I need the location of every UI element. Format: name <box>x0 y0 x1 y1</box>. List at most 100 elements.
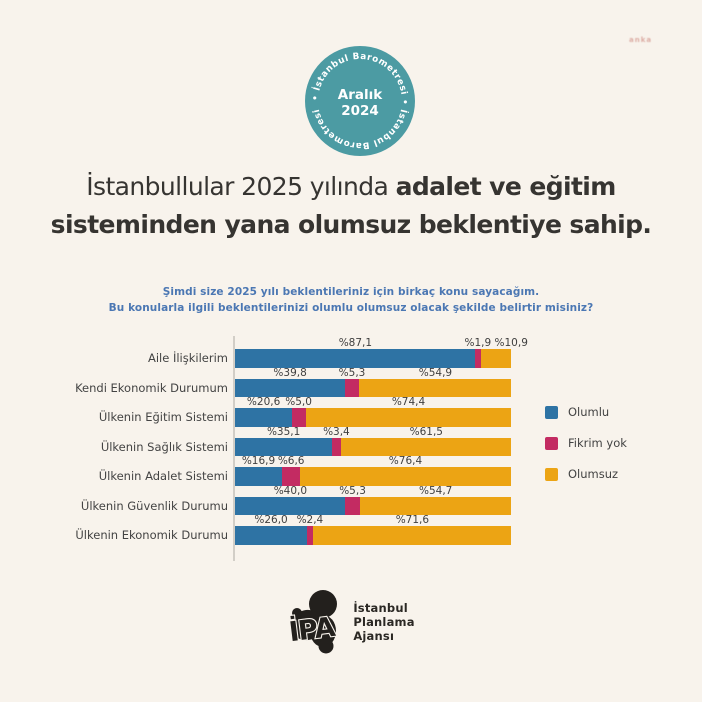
bar-segment-fikrim-yok <box>331 437 342 456</box>
legend-label: Olumlu <box>568 405 610 419</box>
survey-question: Şimdi size 2025 yılı beklentileriniz içi… <box>0 284 702 316</box>
category-label: Ülkenin Eğitim Sistemi <box>98 410 228 424</box>
bar-segment-olumlu <box>235 349 476 368</box>
category-label: Ülkenin Sağlık Sistemi <box>100 439 228 454</box>
headline-bold-text: adalet ve eğitim <box>395 172 617 201</box>
value-label-strip: %26,0 %2,4 %71,6 <box>235 515 511 526</box>
bar-area: %87,1 %1,9 %10,9 <box>235 337 528 368</box>
bar-segment-olumsuz <box>359 378 511 397</box>
badge-center-line1: Aralık <box>338 87 383 103</box>
value-label: %54,9 <box>418 366 453 379</box>
bar-segment-olumlu <box>235 496 346 515</box>
bar-area: %16,9 %6,6 %76,4 <box>235 456 511 486</box>
headline-regular-text: İstanbullular 2025 yılında <box>86 172 389 201</box>
value-label: %76,4 <box>388 455 423 467</box>
stacked-bar <box>235 408 511 427</box>
stacked-bar <box>235 467 511 486</box>
bar-segment-olumsuz <box>299 467 511 486</box>
org-name-line1: İstanbul <box>353 601 408 615</box>
chart-legend: Olumlu Fikrim yok Olumsuz <box>545 405 627 498</box>
legend-label: Fikrim yok <box>568 436 627 450</box>
category-label: Aile İlişkilerim <box>147 351 228 365</box>
org-name-line3: Ajansı <box>353 629 395 643</box>
value-label: %54,7 <box>419 484 453 497</box>
value-label-strip: %87,1 %1,9 %10,9 <box>235 337 528 349</box>
bar-segment-olumsuz <box>480 349 511 368</box>
stacked-bar <box>235 378 511 397</box>
headline-line1: İstanbullular 2025 yılında adalet ve eği… <box>30 168 672 206</box>
bar-area: %20,6 %5,0 %74,4 <box>235 397 511 427</box>
category-label: Ülkenin Güvenlik Durumu <box>80 498 228 513</box>
value-label: %6,6 <box>277 455 305 467</box>
stacked-bar <box>235 437 511 456</box>
value-label: %5,3 <box>338 366 366 379</box>
value-label: %74,4 <box>391 396 426 408</box>
bar-segment-olumlu <box>235 467 282 486</box>
headline-line2: sisteminden yana olumsuz beklentiye sahi… <box>50 210 652 239</box>
bar-segment-fikrim-yok <box>291 408 306 427</box>
value-label: %40,0 <box>273 484 308 497</box>
legend-swatch <box>545 467 558 481</box>
chart-row: Kendi Ekonomik Durumum %39,8 %5,3 %54,9 <box>25 366 585 397</box>
survey-question-line2: Bu konularla ilgili beklentilerinizi olu… <box>108 302 594 314</box>
value-label-strip: %16,9 %6,6 %76,4 <box>235 456 511 467</box>
bar-segment-olumlu <box>235 408 292 427</box>
badge-circle <box>305 46 415 156</box>
bar-segment-olumsuz <box>360 496 511 515</box>
ipa-logo-icon: İPA <box>287 590 339 654</box>
footer-logo: İPA İstanbul Planlama Ajansı <box>0 589 702 655</box>
chart-row: Aile İlişkilerim %87,1 %1,9 %10,9 <box>25 338 585 368</box>
bar-segment-olumlu <box>235 526 307 545</box>
bar-area: %26,0 %2,4 %71,6 <box>235 515 511 545</box>
chart-row: Ülkenin Ekonomik Durumu %26,0 %2,4 %71,6 <box>25 515 585 545</box>
value-label: %61,5 <box>409 425 443 438</box>
value-label-strip: %20,6 %5,0 %74,4 <box>235 397 511 408</box>
bar-segment-olumsuz <box>305 408 511 427</box>
value-label-strip: %35,1 %3,4 %61,5 <box>235 425 511 438</box>
value-label: %87,1 <box>338 337 373 349</box>
value-label: %26,0 <box>254 514 288 526</box>
bar-segment-olumsuz <box>313 526 511 545</box>
value-label: %5,3 <box>339 484 366 497</box>
category-label: Ülkenin Ekonomik Durumu <box>75 528 228 542</box>
legend-swatch <box>545 436 558 450</box>
legend-swatch <box>545 405 558 419</box>
bar-area: %40,0 %5,3 %54,7 <box>235 484 511 515</box>
badge-center-line2: 2024 <box>341 103 379 119</box>
chart-row: Ülkenin Adalet Sistemi %16,9 %6,6 %76,4 <box>25 456 585 486</box>
bar-segment-fikrim-yok <box>345 496 361 515</box>
legend-item-olumsuz: Olumsuz <box>545 467 627 481</box>
legend-label: Olumsuz <box>568 467 619 481</box>
category-label: Ülkenin Adalet Sistemi <box>98 469 228 483</box>
barometer-badge: • İstanbul Barometresi • İstanbul Barome… <box>305 46 415 156</box>
stacked-bar <box>235 526 511 545</box>
y-axis-line <box>233 336 235 561</box>
value-label: %2,4 <box>296 514 324 526</box>
chart-row: Ülkenin Güvenlik Durumu %40,0 %5,3 %54,7 <box>25 484 585 515</box>
headline: İstanbullular 2025 yılında adalet ve eği… <box>30 168 672 244</box>
value-label: %3,4 <box>323 425 350 438</box>
bar-segment-olumlu <box>235 378 345 397</box>
value-label: %10,9 <box>494 337 528 349</box>
bar-segment-olumsuz <box>341 437 511 456</box>
watermark: anka <box>629 36 653 44</box>
value-label: %35,1 <box>266 425 301 438</box>
value-label-strip: %39,8 %5,3 %54,9 <box>235 366 511 379</box>
bar-segment-fikrim-yok <box>475 349 481 368</box>
ipa-logo-text: İPA <box>288 611 338 648</box>
value-label-strip: %40,0 %5,3 %54,7 <box>235 484 511 497</box>
legend-item-fikrim-yok: Fikrim yok <box>545 436 627 450</box>
value-label: %20,6 <box>246 396 281 408</box>
bar-area: %35,1 %3,4 %61,5 <box>235 425 511 456</box>
survey-question-line1: Şimdi size 2025 yılı beklentileriniz içi… <box>162 286 540 298</box>
bar-segment-fikrim-yok <box>281 467 300 486</box>
bar-segment-fikrim-yok <box>344 378 360 397</box>
stacked-bar-chart: Aile İlişkilerim %87,1 %1,9 %10,9 Kendi Ekon… <box>25 336 585 561</box>
org-name-line2: Planlama <box>353 615 415 629</box>
bar-area: %39,8 %5,3 %54,9 <box>235 366 511 397</box>
value-label: %71,6 <box>395 514 430 526</box>
category-label: Kendi Ekonomik Durumum <box>75 380 228 395</box>
value-label: %16,9 <box>241 455 276 467</box>
chart-rows: Aile İlişkilerim %87,1 %1,9 %10,9 Kendi Ekon… <box>25 338 585 545</box>
